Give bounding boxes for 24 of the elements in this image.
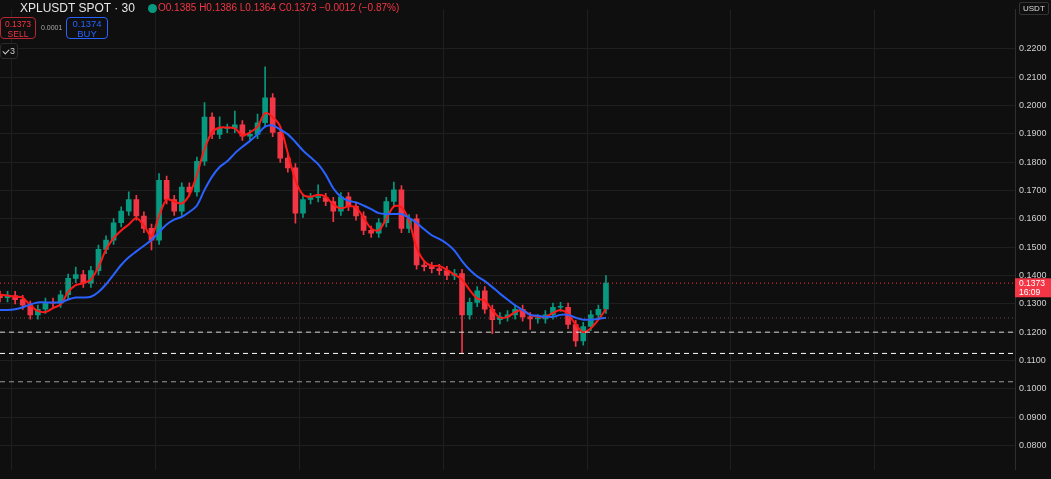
y-tick-label: 0.0800 <box>1019 440 1047 450</box>
annotation: SELL <box>7 29 29 39</box>
y-tick-label: 0.1300 <box>1019 298 1047 309</box>
y-tick-label: 0.1100 <box>1019 354 1046 365</box>
chart-subtitle: O0.1385 H0.1386 L0.1364 C0.1373 −0.0012 (−0.87%) <box>158 2 400 13</box>
annotation: 3 <box>10 45 16 58</box>
y-tick-label: 0.1700 <box>1019 184 1047 195</box>
y-tick-label: 0.2100 <box>1019 71 1047 82</box>
y-tick-label: 0.1500 <box>1019 241 1047 252</box>
y-axis-title: USDT <box>1019 2 1049 15</box>
y-tick-label: 0.1400 <box>1019 269 1047 280</box>
y-tick-label: 0.1200 <box>1019 326 1047 337</box>
y-tick-label: 0.1000 <box>1019 383 1047 394</box>
y-tick-label: 0.2000 <box>1019 99 1047 110</box>
y-tick-label: 0.1800 <box>1019 156 1047 167</box>
y-tick-label: 0.1600 <box>1019 213 1047 224</box>
annotation: 0.1373 <box>5 19 31 29</box>
y-tick-label: 0.1900 <box>1019 128 1047 139</box>
y-tick-label: 0.2200 <box>1019 43 1047 54</box>
chart-title: XPLUSDT SPOT · 30 <box>20 1 135 15</box>
annotation: BUY <box>77 28 97 39</box>
ref-line-label: 0.1373 16:09 <box>1019 277 1046 297</box>
annotation: 0.1374 <box>72 18 102 29</box>
y-tick-label: 0.0900 <box>1019 411 1047 422</box>
